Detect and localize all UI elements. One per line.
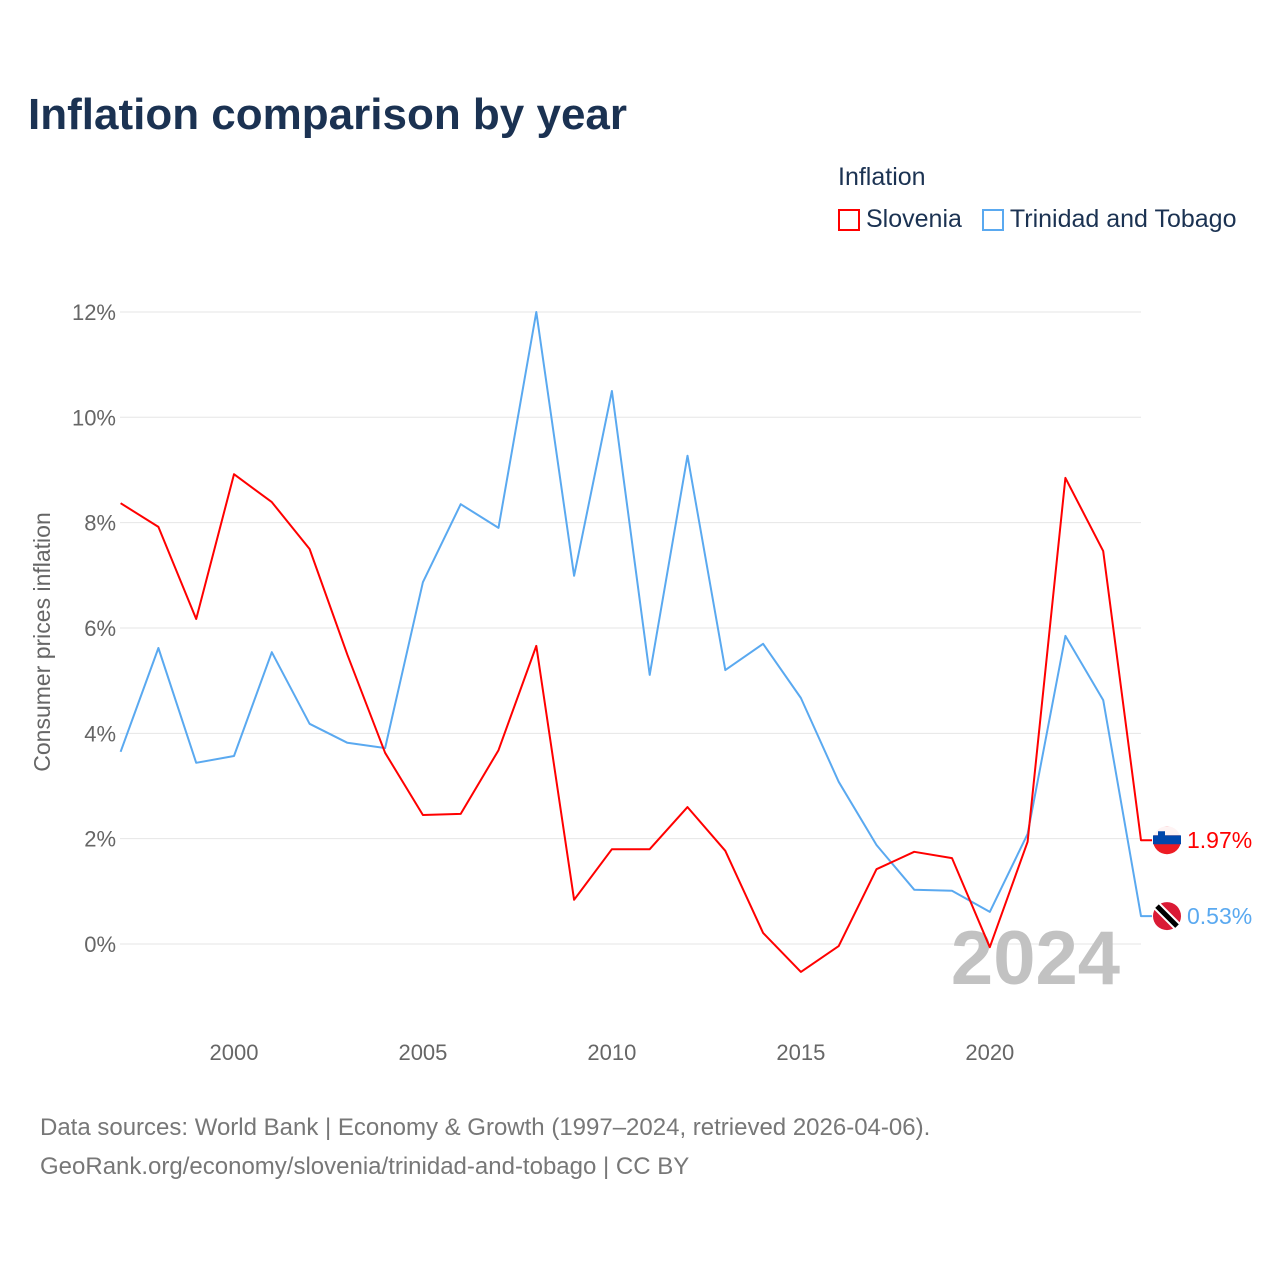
legend-label: Slovenia xyxy=(866,205,962,233)
end-value-label: 1.97% xyxy=(1187,827,1252,853)
y-tick-label: 2% xyxy=(84,827,116,852)
x-tick-label: 2015 xyxy=(776,1040,825,1065)
chart-title: Inflation comparison by year xyxy=(28,90,628,139)
y-tick-label: 0% xyxy=(84,932,116,957)
legend: Slovenia Trinidad and Tobago xyxy=(838,205,1236,234)
legend-swatch-trinidad xyxy=(981,208,1004,231)
end-value-label: 0.53% xyxy=(1187,903,1252,929)
footer: Data sources: World Bank | Economy & Gro… xyxy=(40,1108,930,1186)
x-tick-label: 2010 xyxy=(587,1040,636,1065)
year-watermark: 2024 xyxy=(951,916,1120,1001)
footer-sources: Data sources: World Bank | Economy & Gro… xyxy=(40,1114,931,1141)
y-tick-label: 12% xyxy=(72,300,116,325)
series-line-trinidad xyxy=(119,311,1152,918)
legend-label: Trinidad and Tobago xyxy=(1009,205,1237,233)
legend-item-trinidad[interactable]: Trinidad and Tobago xyxy=(981,205,1237,234)
y-tick-label: 4% xyxy=(84,721,116,746)
y-tick-label: 6% xyxy=(84,616,116,641)
flag-slovenia-white xyxy=(1153,826,1181,836)
y-tick-label: 10% xyxy=(72,405,116,430)
flag-trinidad-black xyxy=(1155,904,1179,928)
footer-link[interactable]: GeoRank.org/economy/slovenia/trinidad-an… xyxy=(40,1153,690,1180)
legend-swatch-slovenia xyxy=(838,208,860,231)
series-line-slovenia xyxy=(120,473,1152,973)
y-axis-label: Consumer prices inflation xyxy=(29,512,55,772)
legend-item-slovenia[interactable]: Slovenia xyxy=(838,205,962,234)
x-tick-label: 2005 xyxy=(398,1040,447,1065)
legend-title: Inflation xyxy=(838,163,926,191)
x-tick-label: 2000 xyxy=(210,1040,259,1065)
x-tick-label: 2020 xyxy=(965,1040,1014,1065)
flag-slovenia-stripe xyxy=(1153,835,1181,845)
flag-slovenia-coat xyxy=(1158,831,1165,840)
y-tick-label: 8% xyxy=(84,511,116,536)
